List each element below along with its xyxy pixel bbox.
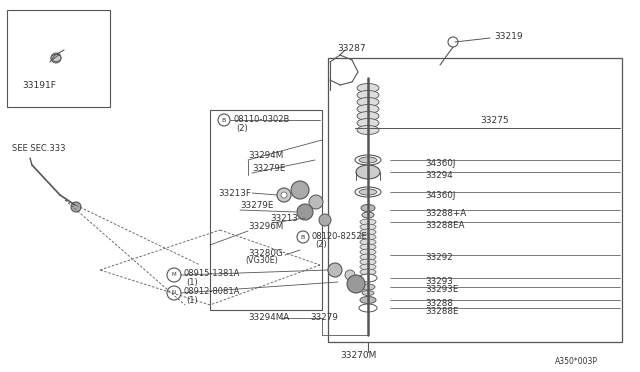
Text: 33293: 33293 [425,276,453,285]
Circle shape [297,204,313,220]
Circle shape [347,275,365,293]
Ellipse shape [356,165,380,179]
Text: 33270M: 33270M [340,352,376,360]
Text: 08915-1381A: 08915-1381A [183,269,239,279]
Text: 33287: 33287 [337,44,365,52]
Text: 33213F: 33213F [218,189,251,198]
Bar [7,10,110,107]
Circle shape [297,231,309,243]
Ellipse shape [357,125,379,135]
Text: 33288+A: 33288+A [425,208,467,218]
Ellipse shape [360,254,376,260]
Text: 08912-8081A: 08912-8081A [183,288,239,296]
Circle shape [51,53,61,63]
Ellipse shape [360,249,376,255]
Text: 08110-0302B: 08110-0302B [233,115,289,124]
Circle shape [277,188,291,202]
Text: 34360J: 34360J [425,190,456,199]
Text: 33288EA: 33288EA [425,221,465,230]
Circle shape [167,286,181,300]
Text: 33294: 33294 [425,170,452,180]
Ellipse shape [360,239,376,245]
Circle shape [309,195,323,209]
Circle shape [345,270,355,280]
Bar [210,110,322,310]
Text: 33288E: 33288E [425,307,458,315]
Text: 33191F: 33191F [22,80,56,90]
Circle shape [328,263,342,277]
Text: 33279E: 33279E [252,164,285,173]
Text: M: M [172,273,176,278]
Ellipse shape [360,219,376,225]
Ellipse shape [357,97,379,106]
Text: (VG30E): (VG30E) [245,257,278,266]
Text: 34360J: 34360J [425,158,456,167]
Circle shape [71,202,81,212]
Ellipse shape [361,205,375,212]
Text: 33294M: 33294M [248,151,284,160]
Ellipse shape [357,112,379,121]
Ellipse shape [359,157,377,163]
Ellipse shape [355,155,381,165]
Ellipse shape [359,274,377,282]
Ellipse shape [359,304,377,312]
Ellipse shape [360,224,376,230]
Circle shape [281,192,287,198]
Ellipse shape [362,291,374,295]
Ellipse shape [360,296,376,304]
Text: (2): (2) [236,124,248,132]
Ellipse shape [360,264,376,270]
Ellipse shape [355,187,381,197]
Text: 33294MA: 33294MA [248,314,289,323]
Text: 33296M: 33296M [248,221,284,231]
Ellipse shape [360,269,376,275]
Text: 33288: 33288 [425,298,453,308]
Circle shape [291,181,309,199]
Ellipse shape [357,119,379,128]
Ellipse shape [360,259,376,265]
Ellipse shape [362,212,374,218]
Ellipse shape [51,55,61,61]
Text: A350*003P: A350*003P [555,357,598,366]
Text: 33275: 33275 [480,115,509,125]
Ellipse shape [357,105,379,113]
Text: 33280G: 33280G [248,248,283,257]
Text: 33293E: 33293E [425,285,458,295]
Ellipse shape [357,83,379,93]
Circle shape [167,268,181,282]
Ellipse shape [357,90,379,99]
Text: (2): (2) [315,240,327,248]
Text: B: B [301,234,305,240]
Text: 33279: 33279 [310,314,338,323]
Text: (1): (1) [186,278,198,286]
Text: B: B [222,118,226,122]
Text: 33279E: 33279E [240,201,273,209]
Text: 33219: 33219 [494,32,523,41]
Text: N: N [172,291,176,295]
Text: 33292: 33292 [425,253,452,263]
Circle shape [448,37,458,47]
Circle shape [218,114,230,126]
Text: (1): (1) [186,295,198,305]
Ellipse shape [360,229,376,235]
Bar [328,58,622,342]
Ellipse shape [360,234,376,240]
Text: 08120-8252E: 08120-8252E [312,231,368,241]
Text: 33213: 33213 [270,214,298,222]
Ellipse shape [359,189,377,195]
Ellipse shape [361,284,375,290]
Text: SEE SEC.333: SEE SEC.333 [12,144,65,153]
Circle shape [319,214,331,226]
Ellipse shape [360,244,376,250]
